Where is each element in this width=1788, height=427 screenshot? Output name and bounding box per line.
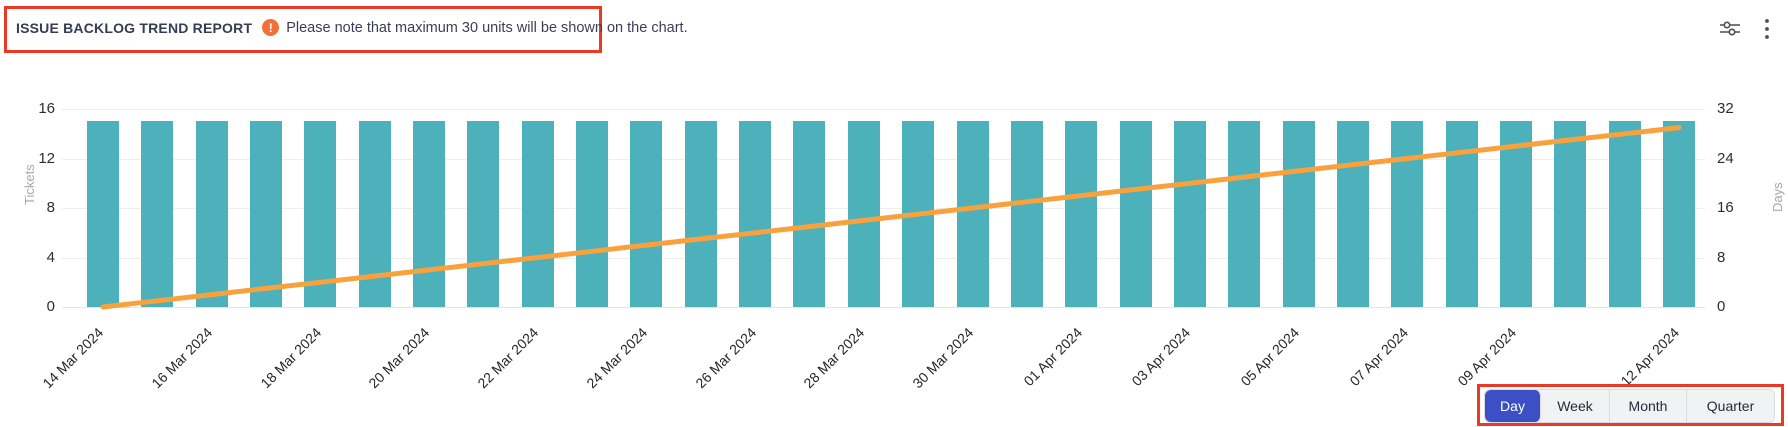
- report-header: ISSUE BACKLOG TREND REPORT ! Please note…: [16, 19, 688, 36]
- period-button-month[interactable]: Month: [1610, 390, 1687, 422]
- y-axis-right-tick-label: 24: [1717, 149, 1734, 167]
- x-axis-tick-label: 28 Mar 2024: [800, 324, 868, 392]
- kebab-menu-icon[interactable]: [1764, 18, 1770, 40]
- gridline: [62, 109, 1705, 110]
- bar-10-apr-2024[interactable]: [1554, 121, 1587, 307]
- x-axis-tick-label: 01 Apr 2024: [1020, 324, 1085, 390]
- bar-27-mar-2024[interactable]: [793, 121, 826, 307]
- bar-17-mar-2024[interactable]: [250, 121, 283, 307]
- bar-26-mar-2024[interactable]: [739, 121, 772, 307]
- bar-05-apr-2024[interactable]: [1282, 121, 1315, 307]
- x-axis-tick-label: 24 Mar 2024: [583, 324, 651, 392]
- annotation-box-period-toggle: [1477, 384, 1784, 426]
- y-axis-right-tick-label: 8: [1717, 248, 1726, 266]
- bar-30-mar-2024[interactable]: [956, 121, 989, 307]
- bar-14-mar-2024[interactable]: [87, 121, 119, 307]
- y-axis-left-tick-label: 0: [46, 298, 55, 315]
- bar-18-mar-2024[interactable]: [304, 121, 337, 307]
- bar-22-mar-2024[interactable]: [521, 121, 554, 307]
- y-axis-right-tick-label: 16: [1717, 199, 1734, 216]
- x-axis-tick-label: 20 Mar 2024: [365, 324, 433, 392]
- chart-toolbar: [1718, 18, 1770, 40]
- bar-24-mar-2024[interactable]: [630, 121, 663, 307]
- x-axis-tick-label: 26 Mar 2024: [691, 324, 759, 392]
- bar-16-mar-2024[interactable]: [195, 121, 228, 307]
- bar-31-mar-2024[interactable]: [1010, 121, 1043, 307]
- bar-23-mar-2024[interactable]: [576, 121, 609, 307]
- note-text: Please note that maximum 30 units will b…: [286, 19, 688, 36]
- period-button-day[interactable]: Day: [1485, 390, 1541, 422]
- bar-15-mar-2024[interactable]: [141, 121, 174, 307]
- trend-line[interactable]: [100, 125, 1682, 310]
- annotation-box-title: [4, 6, 602, 53]
- bar-20-mar-2024[interactable]: [413, 121, 446, 307]
- bar-03-apr-2024[interactable]: [1173, 121, 1206, 307]
- x-axis-tick-label: 14 Mar 2024: [39, 324, 107, 392]
- bar-29-mar-2024[interactable]: [902, 121, 935, 307]
- x-axis-tick-label: 22 Mar 2024: [474, 324, 542, 392]
- y-axis-right-title: Days: [1770, 182, 1785, 212]
- bar-02-apr-2024[interactable]: [1119, 121, 1152, 307]
- x-axis-tick-label: 18 Mar 2024: [257, 324, 325, 392]
- page-title: ISSUE BACKLOG TREND REPORT: [16, 19, 253, 36]
- period-toggle-group: Day Week Month Quarter: [1484, 389, 1775, 423]
- y-axis-left-tick-label: 12: [38, 149, 55, 167]
- bar-28-mar-2024[interactable]: [847, 121, 880, 307]
- exclamation-circle-icon: !: [262, 19, 280, 36]
- bar-12-apr-2024[interactable]: [1663, 121, 1695, 307]
- x-axis-tick-label: 05 Apr 2024: [1237, 324, 1303, 390]
- bar-21-mar-2024[interactable]: [467, 121, 500, 307]
- x-axis-tick-label: 12 Apr 2024: [1617, 324, 1683, 390]
- bar-08-apr-2024[interactable]: [1445, 121, 1478, 307]
- gridline: [62, 307, 1705, 308]
- bar-07-apr-2024[interactable]: [1391, 121, 1424, 307]
- bar-09-apr-2024[interactable]: [1499, 121, 1532, 307]
- x-axis-tick-label: 07 Apr 2024: [1346, 324, 1411, 390]
- y-axis-right-tick-label: 0: [1717, 298, 1726, 315]
- x-axis-tick-label: 03 Apr 2024: [1128, 324, 1194, 390]
- x-axis-tick-label: 09 Apr 2024: [1454, 324, 1520, 390]
- y-axis-left-title: Tickets: [22, 164, 37, 205]
- y-axis-right-tick-label: 32: [1717, 100, 1734, 117]
- bar-01-apr-2024[interactable]: [1065, 121, 1098, 307]
- bar-06-apr-2024[interactable]: [1336, 121, 1369, 307]
- bar-19-mar-2024[interactable]: [358, 121, 391, 307]
- bar-04-apr-2024[interactable]: [1228, 121, 1261, 307]
- x-axis-tick-label: 30 Mar 2024: [909, 324, 977, 392]
- max-units-note: ! Please note that maximum 30 units will…: [262, 19, 688, 36]
- bar-11-apr-2024[interactable]: [1608, 121, 1641, 307]
- bar-25-mar-2024[interactable]: [684, 121, 717, 307]
- y-axis-left-tick-label: 8: [46, 199, 55, 216]
- period-button-quarter[interactable]: Quarter: [1687, 390, 1774, 422]
- period-button-week[interactable]: Week: [1541, 390, 1610, 422]
- x-axis-tick-label: 16 Mar 2024: [148, 324, 216, 392]
- y-axis-left-tick-label: 4: [46, 248, 55, 266]
- filter-sliders-icon[interactable]: [1718, 19, 1742, 39]
- y-axis-left-tick-label: 16: [38, 100, 55, 117]
